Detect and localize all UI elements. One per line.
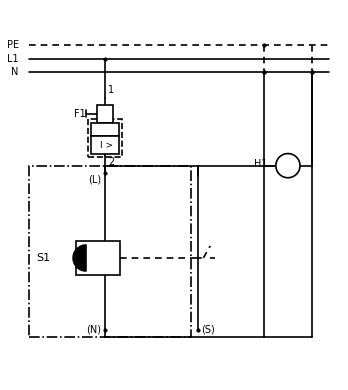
Text: S1: S1 — [36, 253, 50, 263]
Bar — [97, 105, 113, 122]
Bar — [91, 136, 119, 154]
Bar — [88, 119, 122, 157]
Text: H1: H1 — [254, 159, 267, 169]
Bar — [29, 166, 191, 337]
Text: 1: 1 — [109, 85, 114, 95]
Polygon shape — [73, 245, 86, 271]
Text: 2: 2 — [109, 157, 114, 167]
Text: L1: L1 — [7, 54, 19, 64]
Text: I >: I > — [100, 140, 113, 149]
Bar — [76, 241, 120, 275]
Text: (N): (N) — [87, 325, 102, 335]
Circle shape — [276, 154, 300, 178]
Text: (L): (L) — [88, 174, 102, 184]
Text: (S): (S) — [201, 325, 215, 335]
Text: F1: F1 — [74, 109, 86, 119]
Bar — [91, 122, 119, 136]
Text: N: N — [11, 67, 19, 78]
Text: PE: PE — [7, 40, 19, 50]
